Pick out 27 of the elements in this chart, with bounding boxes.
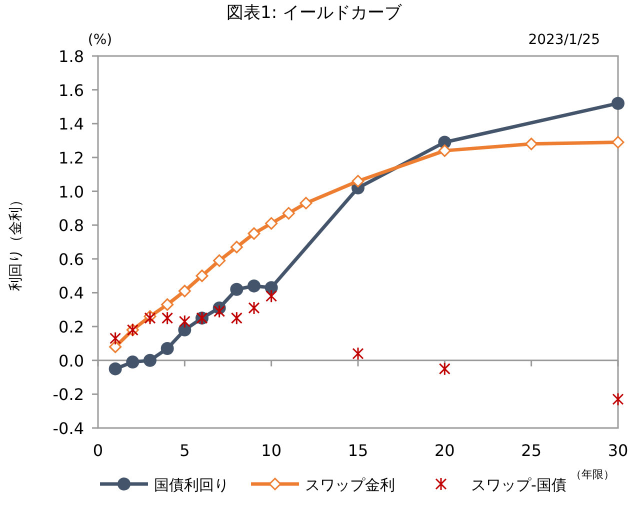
chart-title: 図表1: イールドカーブ bbox=[226, 3, 402, 23]
x-tick-label: 15 bbox=[348, 441, 368, 460]
x-tick-label: 5 bbox=[180, 441, 190, 460]
y-axis-title: 利回り（金利） bbox=[8, 193, 24, 291]
x-tick-label: 10 bbox=[261, 441, 282, 460]
x-tick-label: 30 bbox=[608, 441, 628, 460]
y-tick-label: -0.4 bbox=[52, 419, 84, 438]
y-tick-label: 0.0 bbox=[58, 351, 84, 370]
legend-label: スワップ-国債 bbox=[471, 476, 566, 494]
y-tick-label: 0.6 bbox=[58, 250, 84, 269]
legend-label: 国債利回り bbox=[154, 476, 229, 494]
y-tick-label: 0.8 bbox=[58, 216, 84, 236]
x-tick-label: 25 bbox=[521, 441, 542, 460]
x-axis-title: （年限） bbox=[570, 468, 614, 481]
x-tick-label: 20 bbox=[434, 441, 455, 460]
y-tick-label: -0.2 bbox=[52, 385, 84, 404]
y-tick-label: 1.4 bbox=[58, 114, 84, 134]
y-tick-label: 1.2 bbox=[58, 148, 84, 168]
y-tick-label: 0.4 bbox=[58, 284, 84, 303]
legend-label: スワップ金利 bbox=[305, 476, 395, 494]
chart-subtitle: 2023/1/25 bbox=[528, 32, 600, 48]
y-tick-label: 1.0 bbox=[58, 182, 84, 202]
x-tick-label: 0 bbox=[92, 441, 104, 460]
y-tick-label: 0.2 bbox=[58, 318, 84, 337]
text: (%) bbox=[88, 32, 112, 48]
y-tick-label: 1.6 bbox=[58, 80, 84, 100]
y-tick-label: 1.8 bbox=[58, 47, 84, 66]
